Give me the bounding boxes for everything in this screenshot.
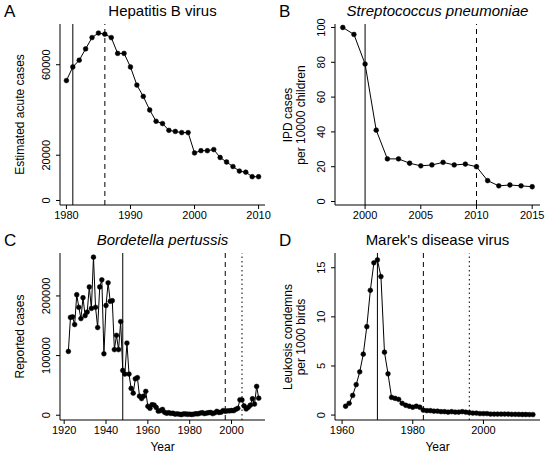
svg-text:100: 100 bbox=[315, 18, 327, 36]
html-text:Year: Year bbox=[150, 440, 175, 454]
svg-text:1940: 1940 bbox=[94, 424, 118, 436]
html-text:D: D bbox=[279, 231, 292, 250]
svg-text:20: 20 bbox=[315, 161, 327, 173]
svg-text:0: 0 bbox=[315, 412, 327, 418]
svg-text:40: 40 bbox=[315, 126, 327, 138]
html-text:Marek's disease virus: Marek's disease virus bbox=[365, 231, 510, 248]
svg-text:10: 10 bbox=[315, 311, 327, 323]
html-text:Reported cases: Reported cases bbox=[12, 294, 27, 379]
html-text:Estimated acute cases: Estimated acute cases bbox=[12, 54, 27, 175]
svg-text:0: 0 bbox=[315, 198, 327, 204]
html-text:per 1000 birds: per 1000 birds bbox=[294, 298, 308, 375]
html-text:Streptococcus pneumoniae: Streptococcus pneumoniae bbox=[346, 2, 529, 19]
html-text:Year: Year bbox=[425, 440, 450, 454]
svg-text:2000: 2000 bbox=[182, 209, 206, 221]
svg-text:5: 5 bbox=[315, 363, 327, 369]
svg-text:15: 15 bbox=[315, 262, 327, 274]
svg-text:2000: 2000 bbox=[219, 424, 243, 436]
html-text:Hepatitis B virus: Hepatitis B virus bbox=[108, 2, 217, 19]
html-text:C: C bbox=[4, 231, 17, 250]
html-text:A: A bbox=[4, 2, 16, 21]
svg-text:200000: 200000 bbox=[40, 278, 52, 315]
svg-text:2000: 2000 bbox=[353, 209, 377, 221]
svg-text:60000: 60000 bbox=[40, 49, 52, 80]
svg-text:0: 0 bbox=[40, 412, 52, 418]
svg-text:2010: 2010 bbox=[246, 209, 270, 221]
html-text:IPD cases: IPD cases bbox=[281, 87, 295, 142]
svg-text:1990: 1990 bbox=[118, 209, 142, 221]
html-text:per 10000 children: per 10000 children bbox=[294, 64, 308, 165]
svg-text:80: 80 bbox=[315, 56, 327, 68]
html-text:Bordetella pertussis: Bordetella pertussis bbox=[96, 231, 229, 248]
svg-text:2005: 2005 bbox=[409, 209, 433, 221]
svg-text:100000: 100000 bbox=[40, 337, 52, 374]
svg-text:2000: 2000 bbox=[471, 424, 495, 436]
svg-text:1980: 1980 bbox=[401, 424, 425, 436]
svg-text:1920: 1920 bbox=[52, 424, 76, 436]
svg-text:0: 0 bbox=[40, 197, 52, 203]
html-text:B: B bbox=[279, 2, 291, 21]
svg-text:2010: 2010 bbox=[464, 209, 488, 221]
html-text:Leukosis condemns: Leukosis condemns bbox=[281, 283, 295, 390]
svg-text:1960: 1960 bbox=[136, 424, 160, 436]
svg-text:1980: 1980 bbox=[54, 209, 78, 221]
svg-text:20000: 20000 bbox=[40, 140, 52, 171]
svg-text:60: 60 bbox=[315, 91, 327, 103]
svg-text:2015: 2015 bbox=[520, 209, 542, 221]
svg-text:1980: 1980 bbox=[177, 424, 201, 436]
svg-text:1960: 1960 bbox=[330, 424, 354, 436]
